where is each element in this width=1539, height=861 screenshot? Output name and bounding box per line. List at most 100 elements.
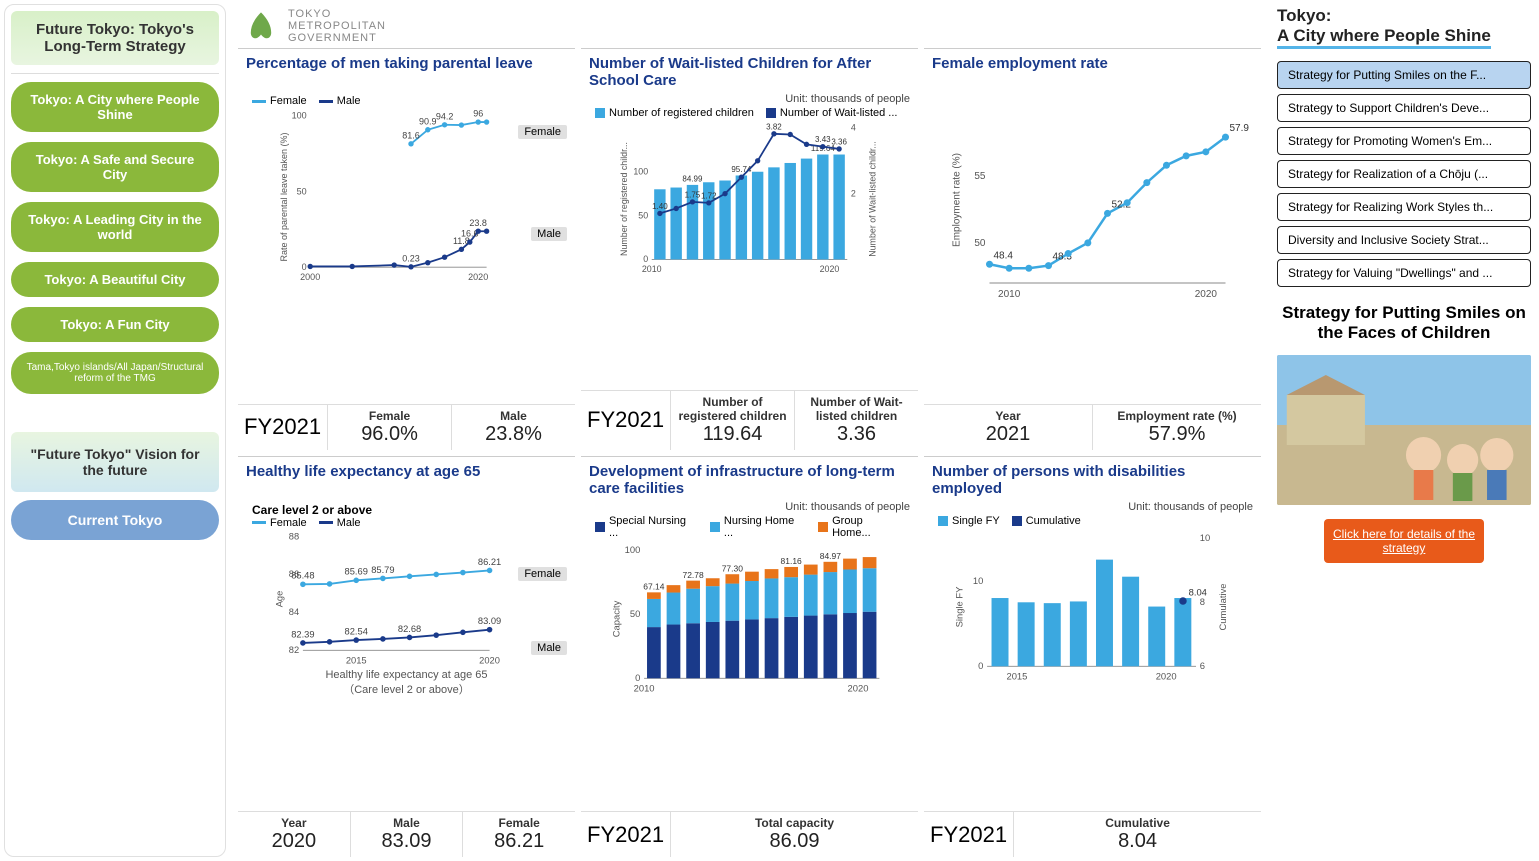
kpi-cell: Number of registered children119.64 — [671, 391, 795, 450]
strategy-btn-0[interactable]: Strategy for Putting Smiles on the F... — [1277, 61, 1531, 89]
right-panel: Tokyo: A City where People Shine Strateg… — [1269, 0, 1539, 861]
nav-btn-2[interactable]: Tokyo: A Leading City in the world — [11, 202, 219, 252]
kpi-cell: Total capacity86.09 — [671, 812, 918, 857]
svg-text:84.99: 84.99 — [682, 175, 703, 184]
svg-text:82.39: 82.39 — [291, 629, 314, 639]
svg-text:77.30: 77.30 — [722, 563, 743, 573]
svg-text:Number of Wait-listed childr..: Number of Wait-listed childr... — [868, 141, 878, 257]
kpi-period: FY2021 — [924, 812, 1014, 857]
card-female_emp: Female employment rate505520102020Employ… — [924, 48, 1261, 449]
strategy-btn-2[interactable]: Strategy for Promoting Women's Em... — [1277, 127, 1531, 155]
card-title: Number of persons with disabilities empl… — [924, 457, 1261, 501]
legend: Number of registered childrenNumber of W… — [587, 107, 912, 119]
svg-text:1.72: 1.72 — [701, 192, 717, 201]
strategy-btn-1[interactable]: Strategy to Support Children's Deve... — [1277, 94, 1531, 122]
main-content: TOKYO METROPOLITAN GOVERNMENT Percentage… — [230, 0, 1269, 861]
right-title: Tokyo: A City where People Shine — [1277, 6, 1531, 49]
strategy-btn-6[interactable]: Strategy for Valuing "Dwellings" and ... — [1277, 259, 1531, 287]
card-title: Development of infrastructure of long-te… — [581, 457, 918, 501]
chart-parental: FemaleMale05010020002020Rate of parental… — [238, 93, 575, 401]
kpi-period: FY2021 — [581, 812, 671, 857]
svg-text:84: 84 — [289, 607, 299, 617]
future-tokyo-card[interactable]: "Future Tokyo" Vision for the future — [11, 432, 219, 492]
kpi-cell: Employment rate (%)57.9% — [1093, 405, 1261, 450]
svg-text:3.82: 3.82 — [766, 123, 782, 132]
strategy-image — [1277, 355, 1531, 505]
svg-text:100: 100 — [633, 167, 648, 177]
svg-text:90.9: 90.9 — [419, 117, 437, 127]
svg-text:85.48: 85.48 — [291, 570, 314, 580]
svg-text:2020: 2020 — [848, 682, 869, 693]
strategy-btn-4[interactable]: Strategy for Realizing Work Styles th... — [1277, 193, 1531, 221]
nav-btn-5[interactable]: Tama,Tokyo islands/All Japan/Structural … — [11, 352, 219, 394]
svg-text:48.4: 48.4 — [994, 251, 1014, 262]
kpi-cell: Year2020 — [238, 812, 351, 857]
svg-text:2020: 2020 — [820, 264, 840, 274]
svg-text:50: 50 — [630, 608, 640, 619]
svg-text:85.79: 85.79 — [371, 564, 394, 574]
svg-text:57.9: 57.9 — [1230, 123, 1250, 134]
kpi-row: FY2021Number of registered children119.6… — [581, 390, 918, 450]
svg-text:1.75: 1.75 — [685, 191, 701, 200]
svg-text:2020: 2020 — [468, 272, 488, 282]
chart-healthy: Care level 2 or aboveFemaleMale828486882… — [238, 501, 575, 809]
tmg-logo: TOKYO METROPOLITAN GOVERNMENT — [238, 4, 1261, 48]
card-title: Number of Wait-listed Children for After… — [581, 49, 918, 93]
svg-text:67.14: 67.14 — [643, 581, 664, 591]
unit-label: Unit: thousands of people — [924, 501, 1261, 513]
svg-text:8.04: 8.04 — [1189, 586, 1207, 597]
kpi-cell: Number of Wait-listed children3.36 — [795, 391, 918, 450]
svg-text:82.68: 82.68 — [398, 623, 421, 633]
logo-text: TOKYO METROPOLITAN GOVERNMENT — [288, 8, 386, 44]
svg-text:Single FY: Single FY — [954, 586, 965, 628]
ginkgo-icon — [244, 9, 278, 43]
chart-female_emp: 505520102020Employment rate (%)48.448.35… — [924, 93, 1261, 401]
kpi-cell: Male83.09 — [351, 812, 464, 857]
svg-text:2: 2 — [851, 189, 856, 199]
svg-text:84.97: 84.97 — [820, 551, 841, 561]
svg-text:85.69: 85.69 — [345, 566, 368, 576]
svg-text:0: 0 — [635, 672, 640, 683]
svg-text:2015: 2015 — [346, 655, 367, 665]
svg-text:55: 55 — [974, 171, 986, 182]
svg-text:10: 10 — [1200, 532, 1210, 543]
strategy-btn-3[interactable]: Strategy for Realization of a Chōju (... — [1277, 160, 1531, 188]
svg-text:Age: Age — [274, 590, 284, 607]
nav-btn-4[interactable]: Tokyo: A Fun City — [11, 307, 219, 342]
svg-text:10: 10 — [973, 574, 983, 585]
kpi-period: FY2021 — [581, 391, 671, 450]
card-title: Healthy life expectancy at age 65 — [238, 457, 575, 501]
nav-btn-1[interactable]: Tokyo: A Safe and Secure City — [11, 142, 219, 192]
svg-text:96: 96 — [473, 109, 483, 119]
legend: Special Nursing ...Nursing Home ...Group… — [587, 515, 912, 539]
svg-text:4: 4 — [851, 123, 856, 133]
card-healthy: Healthy life expectancy at age 65Care le… — [238, 456, 575, 857]
kpi-row: FY2021Total capacity86.09 — [581, 811, 918, 857]
chart-disabilities: Single FYCumulative010681020152020Single… — [924, 513, 1261, 809]
svg-text:3.43: 3.43 — [815, 135, 831, 144]
svg-text:100: 100 — [625, 544, 641, 555]
svg-text:82: 82 — [289, 645, 299, 655]
svg-text:0: 0 — [302, 262, 307, 272]
sidebar: Future Tokyo: Tokyo's Long-Term Strategy… — [4, 4, 226, 857]
svg-text:2010: 2010 — [642, 264, 662, 274]
svg-text:2010: 2010 — [634, 682, 655, 693]
svg-text:23.8: 23.8 — [469, 218, 487, 228]
kpi-row: FY2021Female96.0%Male23.8% — [238, 404, 575, 450]
svg-text:0.23: 0.23 — [402, 254, 420, 264]
kpi-cell: Female96.0% — [328, 405, 452, 450]
svg-text:94.2: 94.2 — [436, 112, 454, 122]
svg-text:Employment rate (%): Employment rate (%) — [952, 153, 963, 247]
card-title: Percentage of men taking parental leave — [238, 49, 575, 93]
svg-text:81.6: 81.6 — [402, 131, 420, 141]
svg-text:Number of registered childr...: Number of registered childr... — [619, 142, 629, 256]
strategy-details-button[interactable]: Click here for details of the strategy — [1324, 519, 1484, 563]
legend: FemaleMale — [244, 517, 569, 529]
nav-btn-3[interactable]: Tokyo: A Beautiful City — [11, 262, 219, 297]
current-tokyo-button[interactable]: Current Tokyo — [11, 500, 219, 540]
nav-btn-0[interactable]: Tokyo: A City where People Shine — [11, 82, 219, 132]
svg-text:50: 50 — [974, 238, 986, 249]
kpi-cell: Female86.21 — [463, 812, 575, 857]
svg-text:2020: 2020 — [1156, 670, 1177, 681]
strategy-btn-5[interactable]: Diversity and Inclusive Society Strat... — [1277, 226, 1531, 254]
